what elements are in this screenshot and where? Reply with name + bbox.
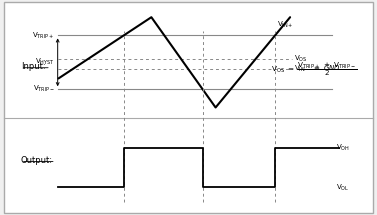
Text: $\mathregular{V_{OS}}$: $\mathregular{V_{OS}}$ <box>294 54 307 64</box>
Text: $\mathregular{V_{IN+}}$: $\mathregular{V_{IN+}}$ <box>277 20 293 30</box>
Text: Input:: Input: <box>21 62 45 71</box>
Text: $\mathregular{V_{OL}}$: $\mathregular{V_{OL}}$ <box>336 182 349 193</box>
Text: $\mathregular{V_{OH}}$: $\mathregular{V_{OH}}$ <box>336 143 349 153</box>
Text: $\mathregular{V_{IN-}}\ =\ GND$: $\mathregular{V_{IN-}}\ =\ GND$ <box>294 64 341 74</box>
Text: $\mathregular{V_{TRIP+}}$: $\mathregular{V_{TRIP+}}$ <box>32 30 55 41</box>
Text: $\mathregular{V_{TRIP-}}$: $\mathregular{V_{TRIP-}}$ <box>32 84 55 94</box>
Text: Output:: Output: <box>21 156 53 165</box>
Text: $\mathregular{V_{HYST}}$: $\mathregular{V_{HYST}}$ <box>35 57 55 68</box>
Text: $\mathregular{V_{OS}\ =\ \dfrac{V_{TRIP+}\ +\ V_{TRIP-}}{2}}$: $\mathregular{V_{OS}\ =\ \dfrac{V_{TRIP+… <box>271 60 359 78</box>
FancyBboxPatch shape <box>4 2 373 213</box>
